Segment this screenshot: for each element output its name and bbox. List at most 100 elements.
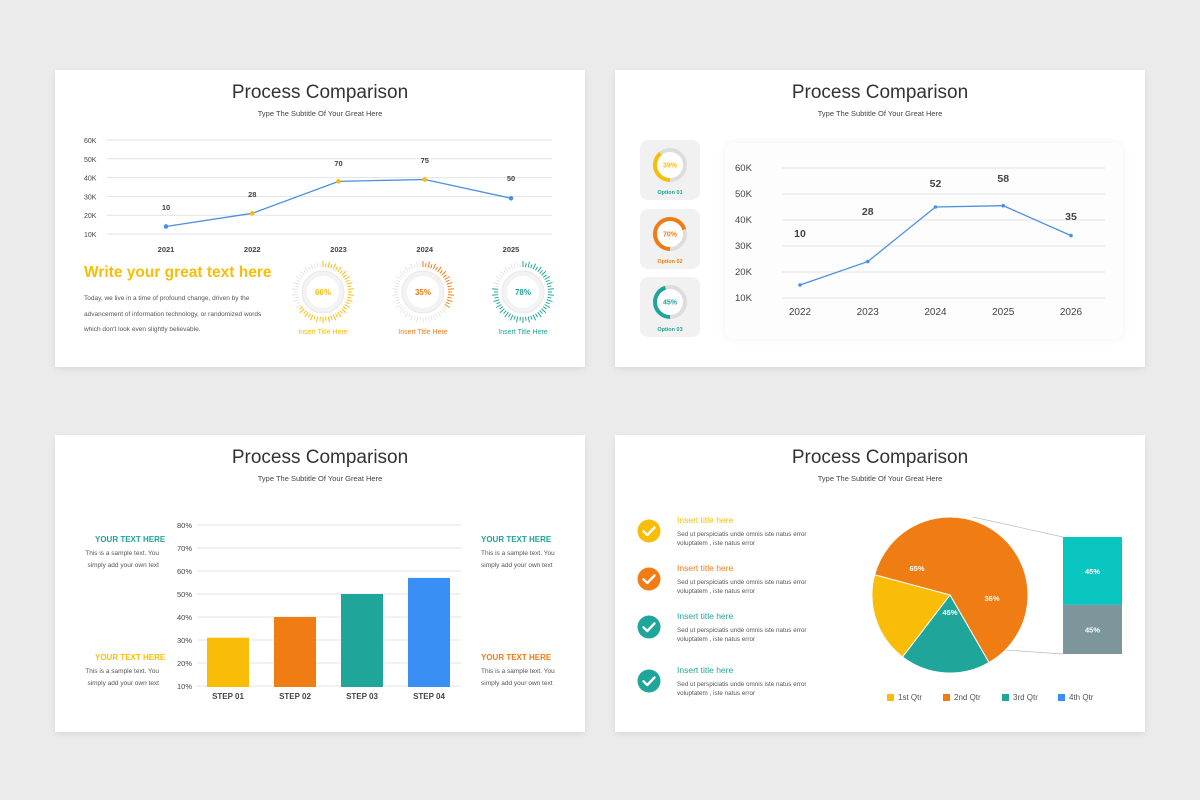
gauge-tick: [347, 285, 352, 288]
data-point: [1069, 233, 1073, 238]
gauge-tick: [504, 266, 509, 273]
option-card-2: 70% Option 02: [640, 209, 700, 269]
check-circle-icon: [637, 567, 661, 591]
gauge-value: 66%: [315, 288, 331, 297]
gauge-tick: [344, 304, 351, 308]
gauge-tick: [403, 270, 407, 274]
gauge-tick: [327, 316, 330, 323]
gauge-tick: [508, 313, 511, 318]
check-mark: [642, 526, 656, 537]
gauge-tick: [509, 314, 514, 321]
data-point: [422, 177, 428, 182]
gauge-tick: [493, 281, 500, 285]
gauge-tick: [413, 264, 416, 269]
data-point: [336, 179, 341, 184]
gauge-tick: [294, 296, 299, 299]
legend-swatch: [887, 694, 894, 701]
gauge-tick: [495, 276, 502, 280]
gauge-tick: [495, 304, 502, 308]
legend-label: 2nd Qtr: [954, 693, 981, 702]
gauge-tick: [342, 306, 347, 310]
gauge-tick: [293, 299, 300, 303]
data-label: 10: [162, 203, 170, 212]
gauge-tick: [408, 313, 411, 318]
slide-options-line: Process Comparison Type The Subtitle Of …: [615, 70, 1145, 367]
gauge-tick: [395, 304, 402, 308]
y-tick-label: 40K: [84, 176, 97, 183]
data-label: 35: [1065, 211, 1077, 223]
gauge-tick: [330, 264, 333, 269]
gauge-tick: [309, 314, 314, 321]
gauge-tick: [344, 276, 351, 280]
gauge-tick: [545, 279, 550, 283]
gauge-tick: [299, 270, 305, 276]
bar: [274, 617, 316, 687]
breakout-label: 45%: [1085, 567, 1100, 576]
y-tick-label: 50%: [177, 590, 192, 599]
gauge-tick: [542, 274, 547, 278]
side-heading-bottom-left: YOUR TEXT HERE: [95, 653, 166, 662]
gauge-tick: [299, 274, 304, 278]
check-mark: [642, 676, 656, 687]
series-line: [165, 178, 512, 228]
gauge-tick: [396, 279, 401, 283]
gauge-tick: [516, 316, 519, 323]
gauge-tick: [447, 296, 452, 299]
gauge-tick: [341, 270, 347, 276]
check-circle: [637, 519, 661, 543]
breakout-segment: [1063, 537, 1122, 605]
gauge-tick: [504, 311, 509, 318]
gauge-tick: [342, 274, 347, 278]
y-tick-label: 30K: [735, 241, 753, 252]
item-title-4: Insert title here: [677, 665, 734, 675]
gauge-tick: [544, 304, 551, 308]
gauge-row: 66% 35% 78%: [292, 261, 554, 323]
gauge-tick: [308, 266, 311, 271]
option-ring-1: 39%: [653, 148, 687, 182]
gauge-tick: [442, 274, 447, 278]
gauge-title-2: Insert Title Here: [398, 329, 448, 336]
gauge-tick: [542, 306, 547, 310]
gauge-tick: [303, 270, 307, 274]
x-tick-label: STEP 03: [346, 692, 378, 701]
slide-subtitle: Type The Subtitle Of Your Great Here: [257, 109, 383, 118]
gauge-tick: [544, 276, 551, 280]
gauge-tick: [413, 315, 416, 320]
y-tick-label: 60K: [84, 138, 97, 145]
gauge-tick: [493, 299, 500, 303]
gauge-tick: [537, 311, 542, 318]
gauge-tick: [499, 274, 504, 278]
y-tick-label: 40K: [735, 215, 753, 226]
y-tick-label: 50K: [735, 189, 753, 200]
ring-value: 45%: [663, 300, 678, 307]
legend-item-3: 3rd Qtr: [1002, 693, 1038, 702]
slide-title: Process Comparison: [231, 82, 409, 103]
ring-value: 70%: [663, 232, 678, 239]
x-tick-label: 2021: [158, 245, 175, 254]
gauge-tick: [437, 311, 442, 318]
slide-subtitle: Type The Subtitle Of Your Great Here: [817, 474, 943, 483]
gauge-tick: [535, 313, 538, 318]
gauge-tick: [496, 279, 501, 283]
y-tick-label: 10K: [735, 293, 753, 304]
data-point: [865, 259, 870, 264]
y-tick-label: 30K: [84, 194, 97, 201]
gauge-tick: [337, 266, 342, 273]
gauge-tick: [446, 281, 453, 285]
y-tick-label: 20K: [84, 213, 97, 220]
x-tick-label: 2023: [857, 307, 880, 318]
bar: [341, 594, 383, 687]
x-tick-label: 2022: [789, 307, 812, 318]
gauge-tick: [299, 308, 305, 314]
gauge-tick: [394, 296, 399, 299]
gauge-tick: [309, 263, 314, 270]
check-mark: [642, 622, 656, 633]
x-tick-label: 2025: [992, 307, 1015, 318]
gauge-tick: [409, 314, 414, 321]
check-circle-icon: [637, 669, 661, 693]
gauge-tick: [337, 311, 342, 318]
data-point: [163, 224, 169, 229]
bar-chart: 10% 20% 30% 40% 50% 60% 70% 80% STEP 01 STEP 02 ST…: [177, 521, 461, 701]
legend-label: 3rd Qtr: [1013, 693, 1038, 702]
x-tick-label: 2023: [330, 245, 347, 254]
